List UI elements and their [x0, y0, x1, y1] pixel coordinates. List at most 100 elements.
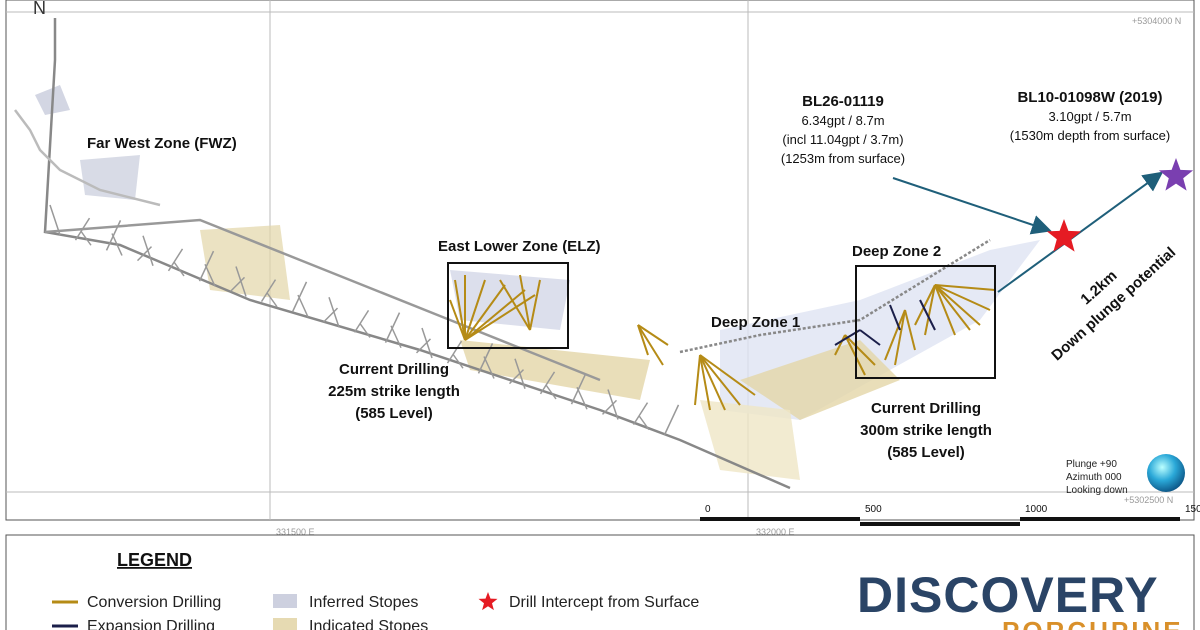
crosscut: [539, 371, 556, 395]
view-sphere: [1147, 454, 1185, 492]
drilling-label: (585 Level): [887, 444, 965, 461]
drilling-label: 225m strike length: [328, 383, 460, 400]
crosscut: [229, 276, 246, 292]
underground-workings: [14, 18, 991, 490]
hole-id: BL10-01098W (2019): [1017, 89, 1162, 106]
drill-hole: [454, 279, 466, 341]
crosscut: [607, 389, 619, 420]
drill-hole: [834, 334, 846, 356]
drill-hole: [934, 284, 991, 311]
crosscut: [576, 386, 588, 410]
crosscut: [297, 294, 309, 318]
crosscut: [415, 338, 432, 354]
drill-hole: [894, 309, 906, 366]
drill-hole: [519, 274, 531, 331]
crosscut: [328, 297, 340, 328]
crosscut: [663, 404, 680, 436]
crosscut: [452, 353, 464, 369]
drill-hole: [499, 279, 531, 331]
scale-segment: [700, 517, 860, 521]
drilling-label: Current Drilling: [871, 400, 981, 417]
crosscut: [353, 309, 370, 333]
legend-swatch: [273, 618, 297, 630]
north-label: N: [33, 0, 46, 18]
drill-hole: [884, 309, 906, 361]
drilling-label: (585 Level): [355, 405, 433, 422]
crosscut: [136, 246, 153, 262]
scale-bar: 0 500 1000 1500: [700, 504, 1200, 526]
view-text: Looking down: [1066, 485, 1128, 496]
legend-item: Indicated Stopes: [309, 618, 428, 630]
crosscut: [260, 279, 277, 303]
crosscut: [173, 261, 185, 277]
zone-label: Deep Zone 1: [711, 314, 800, 331]
grid-label: +5302500 N: [1124, 495, 1173, 505]
view-text: Plunge +90: [1066, 459, 1117, 470]
scale-label: 1500: [1185, 504, 1200, 515]
crosscut: [638, 415, 650, 431]
hole-text: 3.10gpt / 5.7m: [1048, 109, 1131, 124]
hole-text: 6.34gpt / 8.7m: [801, 113, 884, 128]
zone-label: East Lower Zone (ELZ): [438, 238, 601, 255]
hole-text: (1253m from surface): [781, 151, 905, 166]
crosscut: [204, 263, 216, 287]
legend-swatch: [478, 592, 498, 611]
drill-hole: [637, 324, 664, 366]
drill-hole: [464, 294, 536, 341]
zone-label: Deep Zone 2: [852, 243, 941, 260]
zone-box: [855, 265, 996, 379]
conversion-drilling: [449, 274, 996, 411]
drill-hole: [637, 324, 649, 356]
crosscut: [359, 323, 371, 338]
hole-2: BL10-01098W (2019) 3.10gpt / 5.7m (1530m…: [1010, 89, 1170, 143]
crosscut: [632, 402, 649, 426]
drill-hole: [934, 284, 956, 336]
drill-hole: [694, 354, 701, 406]
legend-swatch: [273, 594, 297, 608]
scale-segment: [1020, 517, 1180, 521]
legend-item: Drill Intercept from Surface: [509, 594, 699, 611]
crosscut: [167, 248, 184, 272]
drill-hole: [934, 284, 996, 291]
legend-item: Inferred Stopes: [309, 594, 418, 611]
scale-label: 500: [865, 504, 882, 515]
drill-hole: [914, 284, 936, 326]
legend-item: Expansion Drilling: [87, 618, 215, 630]
drill-hole: [699, 354, 711, 411]
crosscut: [49, 204, 61, 236]
drill-hole: [699, 354, 726, 411]
crosscut: [80, 230, 92, 246]
crosscut: [322, 307, 339, 323]
hole-text: (1530m depth from surface): [1010, 128, 1170, 143]
drill-hole: [924, 284, 936, 336]
drill-hole: [844, 334, 876, 366]
drill-hole: [464, 284, 506, 341]
logo-sub: PORCUPINE: [1002, 616, 1184, 630]
drilling-east: Current Drilling 300m strike length (585…: [860, 400, 992, 461]
crosscut: [235, 266, 247, 297]
crosscut: [390, 325, 402, 349]
legend-frame: [5, 534, 1195, 630]
grid-label: 332000 E: [756, 527, 795, 537]
drill-hole: [904, 309, 916, 351]
scale-label: 0: [705, 504, 711, 515]
hole-id: BL26-01119: [802, 93, 884, 110]
red-star: [1046, 219, 1082, 252]
crosscut: [483, 356, 495, 379]
legend-item: Conversion Drilling: [87, 594, 221, 611]
grid-label: +5304000 N: [1132, 16, 1181, 26]
drilling-label: Current Drilling: [339, 361, 449, 378]
crosscut: [142, 235, 154, 266]
scale-segment: [860, 522, 1020, 526]
stopes: [35, 85, 1040, 480]
drill-hole: [637, 324, 669, 346]
purple-star: [1158, 158, 1194, 191]
crosscut: [446, 340, 463, 364]
hole-1: BL26-01119 6.34gpt / 8.7m (incl 11.04gpt…: [781, 93, 905, 166]
hole-text: (incl 11.04gpt / 3.7m): [782, 132, 903, 147]
logo: DISCOVERY: [857, 567, 1159, 623]
drill-hole: [699, 354, 756, 396]
crosscut: [421, 327, 433, 359]
crosscut: [508, 369, 525, 385]
